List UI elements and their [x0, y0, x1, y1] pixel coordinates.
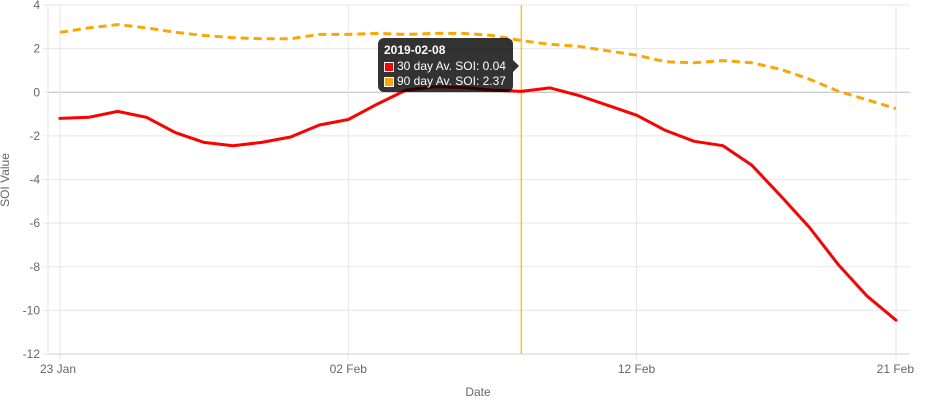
y-tick-label: 0	[33, 85, 40, 99]
y-tick-label: -12	[23, 347, 41, 361]
x-tick-label: 23 Jan	[40, 362, 76, 376]
tooltip-30day-value: 30 day Av. SOI: 0.04	[397, 59, 506, 73]
y-tick-label: -2	[29, 129, 40, 143]
series-30day-line	[58, 85, 898, 322]
x-axis-title: Date	[465, 385, 491, 399]
y-tick-label: 2	[33, 42, 40, 56]
series-90day-line	[59, 23, 897, 111]
data-tooltip: 2019-02-08 30 day Av. SOI: 0.04 90 day A…	[378, 38, 519, 92]
x-tick-label: 21 Feb	[877, 362, 915, 376]
tooltip-90day-value: 90 day Av. SOI: 2.37	[397, 74, 506, 88]
x-tick-label: 02 Feb	[330, 362, 368, 376]
y-axis-ticks: 4 2 0 -2 -4 -6 -8 -10 -12	[23, 0, 41, 361]
tooltip-row-30day: 30 day Av. SOI: 0.04	[384, 59, 507, 74]
y-tick-label: -6	[29, 216, 40, 230]
swatch-30day-icon	[384, 61, 394, 72]
y-tick-label: -10	[23, 303, 41, 317]
x-tick-label: 12 Feb	[618, 362, 656, 376]
x-axis-ticks: 23 Jan 02 Feb 12 Feb 21 Feb	[40, 362, 914, 376]
y-tick-label: -4	[29, 173, 40, 187]
tooltip-row-90day: 90 day Av. SOI: 2.37	[384, 74, 507, 89]
grid-lines	[43, 4, 910, 359]
y-tick-label: 4	[33, 0, 40, 12]
y-axis-title: SOI Value	[0, 153, 12, 207]
swatch-90day-icon	[384, 76, 394, 87]
tooltip-date: 2019-02-08	[384, 43, 446, 57]
y-tick-label: -8	[29, 260, 40, 274]
